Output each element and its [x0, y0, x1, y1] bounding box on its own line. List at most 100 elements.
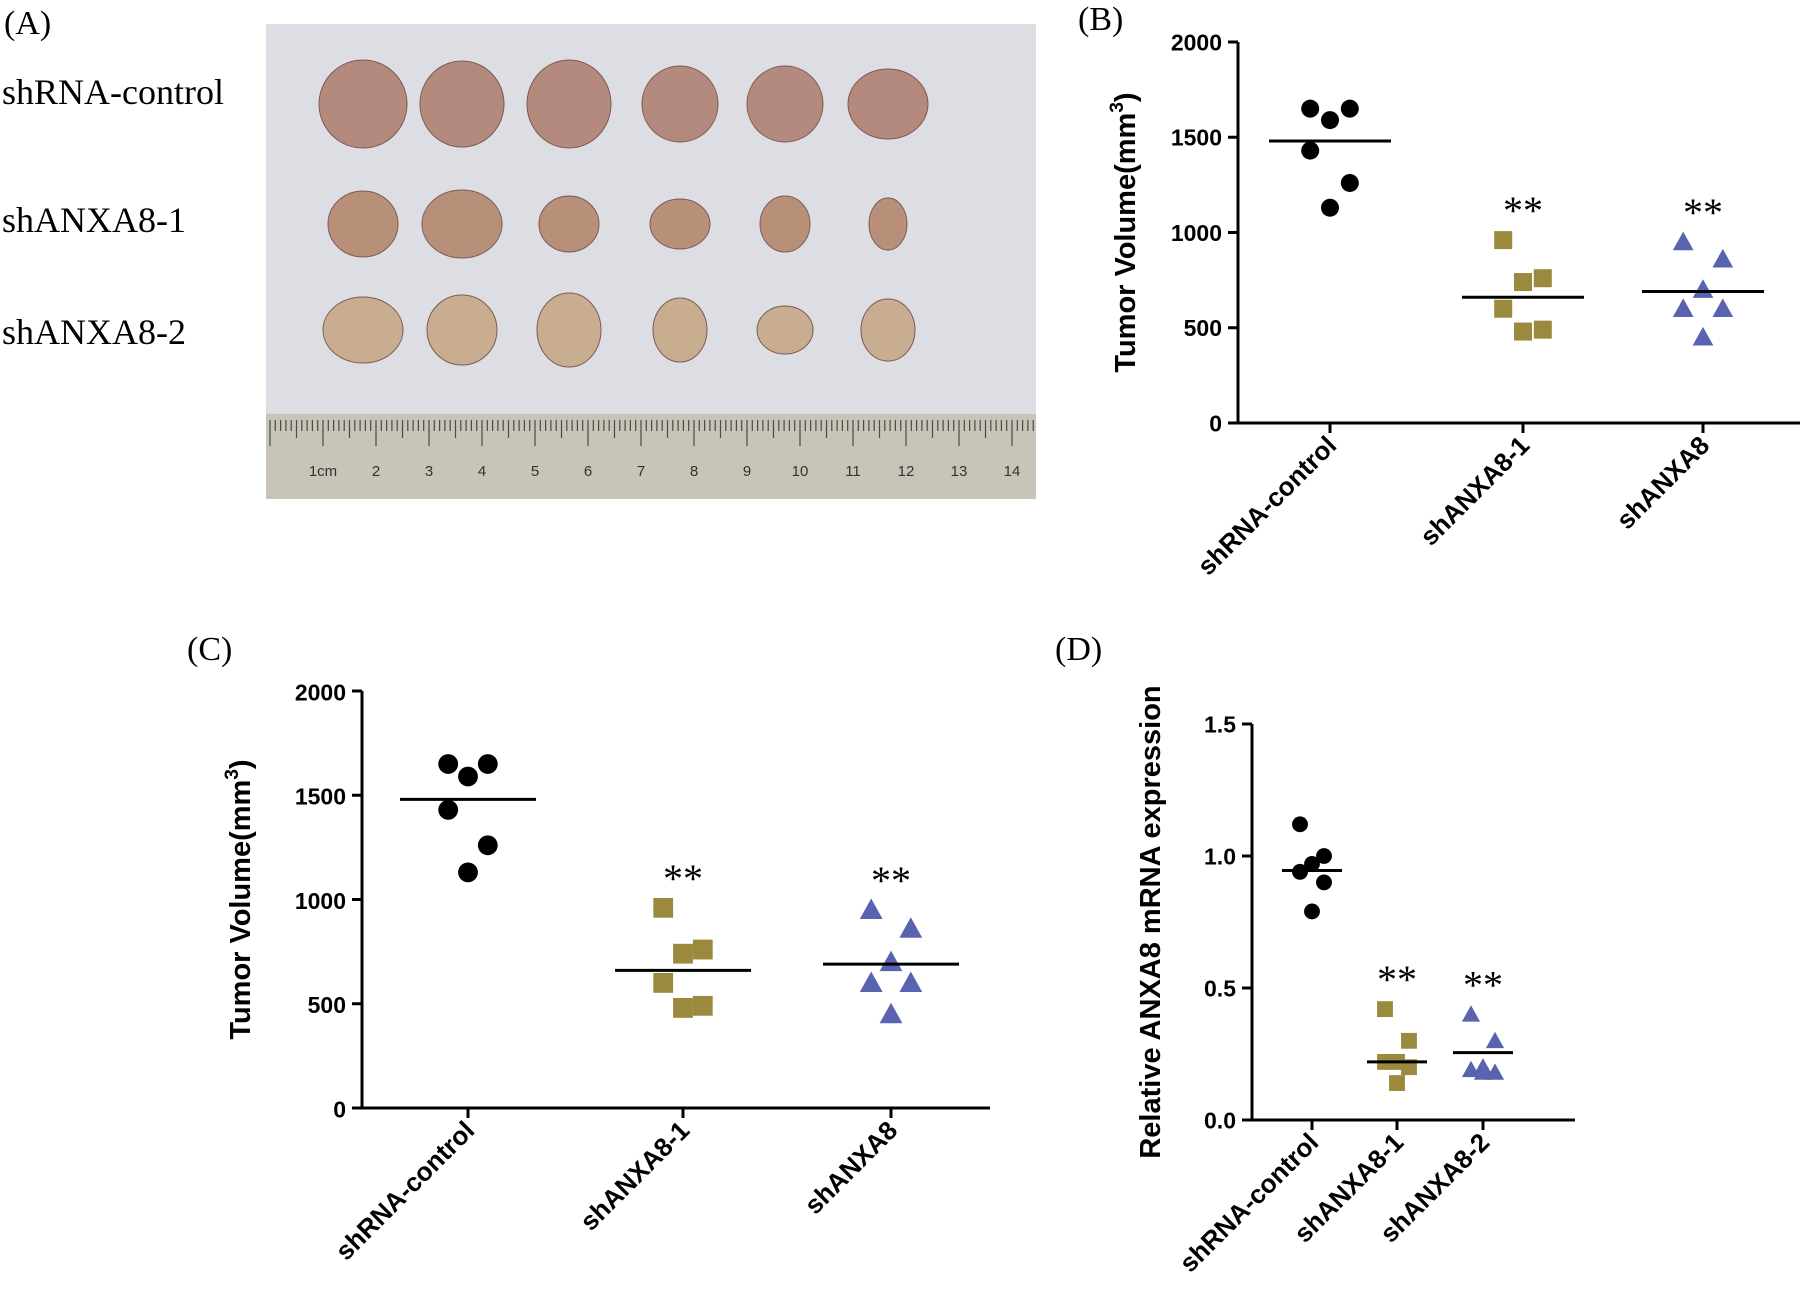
data-point-triangle — [1672, 298, 1694, 317]
x-category-label: shANXA8 — [1610, 430, 1715, 535]
data-point-triangle — [879, 950, 903, 972]
tumor-specimen — [759, 195, 811, 253]
panel-label-b: (B) — [1078, 1, 1123, 38]
tumor-specimen — [641, 65, 719, 143]
y-tick-label: 0.5 — [1204, 975, 1236, 1001]
x-category-label: shRNA-control — [1173, 1127, 1324, 1278]
data-point-circle — [458, 862, 478, 883]
row-label-shanxa8-1: shANXA8-1 — [2, 200, 186, 240]
y-tick-label: 1500 — [295, 784, 346, 810]
y-axis-label-sup: 3 — [1107, 102, 1128, 113]
ruler-ticks — [269, 420, 1034, 446]
tumor-specimen — [868, 197, 908, 251]
significance-marker: ** — [1377, 957, 1417, 1002]
y-tick-label: 1.5 — [1204, 711, 1236, 737]
data-point-triangle — [899, 971, 923, 993]
tumor-specimen — [426, 294, 498, 366]
tumor-specimen — [421, 189, 503, 259]
ruler-number: 10 — [792, 463, 809, 480]
tumor-specimen — [649, 198, 711, 250]
y-tick-label: 2000 — [295, 679, 346, 705]
row-label-control: shRNA-control — [2, 72, 224, 112]
significance-marker: ** — [1463, 962, 1503, 1007]
ruler-number: 4 — [478, 463, 486, 480]
data-point-triangle — [859, 898, 883, 920]
ruler-number: 3 — [425, 463, 433, 480]
panel-label-c: (C) — [187, 631, 232, 668]
y-tick-label: 500 — [308, 992, 346, 1018]
chart-b-tumor-volume: 0 500 1000 1500 2000 shRNA-control shANXA8-1 sh… — [1107, 29, 1800, 581]
significance-marker: ** — [663, 856, 703, 901]
y-tick-label: 0 — [333, 1096, 346, 1122]
tumor-specimen — [419, 60, 505, 148]
data-point-square — [653, 973, 674, 993]
data-point-triangle — [1473, 1063, 1493, 1080]
tumor-specimen — [847, 68, 929, 140]
ruler-number: 7 — [637, 463, 645, 480]
data-point-triangle — [1672, 231, 1694, 251]
y-axis-label: Tumor Volume(mm3) — [222, 759, 257, 1039]
y-axis-label-end: ) — [1110, 92, 1142, 102]
data-point-circle — [1301, 141, 1320, 160]
y-axis-label-text: Tumor Volume(mm — [225, 780, 257, 1040]
ruler-number: 14 — [1004, 463, 1021, 480]
x-category-label: shANXA8-1 — [1414, 430, 1535, 551]
data-point-triangle — [899, 917, 923, 938]
x-category-label: shRNA-control — [1191, 430, 1342, 581]
y-tick-label: 1000 — [295, 888, 346, 914]
data-point-square — [692, 995, 713, 1016]
chart-c-tumor-volume: 0 500 1000 1500 2000 shRNA-control shANXA8-1 sh… — [222, 679, 990, 1266]
data-point-triangle — [1712, 298, 1734, 317]
data-point-triangle — [1692, 326, 1714, 346]
y-tick-label: 1000 — [1171, 220, 1222, 246]
data-point-circle — [438, 754, 459, 774]
y-axis-label-sup: 3 — [222, 769, 243, 780]
panel-label-d: (D) — [1055, 631, 1102, 668]
data-point-circle — [1304, 856, 1320, 872]
ruler-number: 1cm — [309, 463, 337, 480]
data-point-circle — [477, 754, 498, 774]
tumor-specimen — [756, 305, 814, 355]
data-point-triangle — [1461, 1005, 1481, 1022]
tumor-specimen — [538, 195, 600, 253]
data-point-circle — [1292, 816, 1308, 833]
y-tick-label: 0 — [1209, 410, 1222, 436]
y-tick-label: 500 — [1184, 315, 1222, 341]
ruler-number: 8 — [690, 463, 698, 480]
data-point-circle — [1321, 111, 1339, 130]
data-point-circle — [1304, 903, 1320, 920]
data-point-triangle — [879, 1002, 903, 1024]
ruler-number: 5 — [531, 463, 539, 480]
data-point-circle — [1316, 874, 1332, 891]
ruler-numbers: 1cm 2 3 4 5 6 7 8 9 10 11 12 13 14 — [309, 463, 1021, 480]
tumor-specimen — [652, 297, 708, 363]
tumor-specimen — [860, 298, 916, 362]
ruler-number: 13 — [951, 463, 968, 480]
y-tick-label: 1500 — [1171, 125, 1222, 151]
data-point-circle — [1340, 99, 1359, 118]
ruler-number: 11 — [845, 463, 861, 480]
row-label-shanxa8-2: shANXA8-2 — [2, 312, 186, 352]
y-tick-label: 1.0 — [1204, 843, 1236, 869]
y-axis-label-text: Relative ANXA8 mRNA expression — [1135, 685, 1167, 1158]
significance-marker: ** — [1683, 190, 1723, 235]
tumor-specimen — [327, 190, 399, 258]
data-point-triangle — [1461, 1060, 1481, 1078]
data-point-triangle — [1712, 248, 1734, 268]
tumor-specimen — [536, 292, 602, 368]
data-point-square — [673, 998, 693, 1018]
tumor-specimen — [322, 296, 404, 364]
panel-label-a: (A) — [4, 5, 51, 42]
data-point-circle — [458, 766, 478, 787]
significance-marker: ** — [1503, 188, 1543, 233]
data-point-triangle — [1485, 1063, 1505, 1080]
ruler-number: 6 — [584, 463, 592, 480]
data-point-square — [1389, 1075, 1405, 1091]
y-axis-label-text: Tumor Volume(mm — [1110, 113, 1142, 373]
data-point-triangle — [1485, 1031, 1505, 1049]
data-point-circle — [1340, 173, 1359, 192]
y-axis-label: Relative ANXA8 mRNA expression — [1135, 685, 1167, 1158]
data-point-square — [1494, 299, 1513, 318]
data-point-square — [1533, 269, 1552, 288]
